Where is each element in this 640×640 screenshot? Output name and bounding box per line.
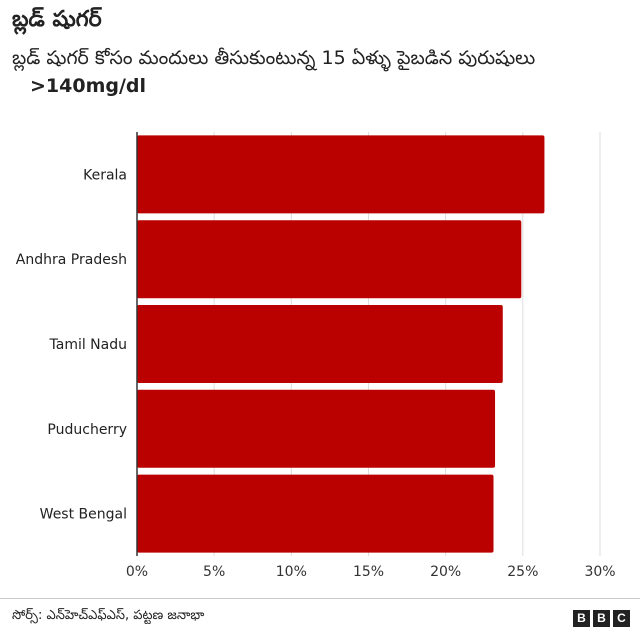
bar-chart: Kerala Andhra Pradesh Tamil Nadu Puducherry…	[16, 132, 616, 580]
bbc-logo: B B C	[573, 610, 630, 627]
x-tick-label: 5%	[203, 564, 225, 580]
chart-subtitle: బ్లడ్ షుగర్ కోసం మందులు తీసుకుంటున్న 15 …	[12, 44, 612, 100]
x-tick-label: 30%	[584, 564, 615, 580]
x-tick-label: 20%	[430, 564, 461, 580]
x-tick-label: 15%	[353, 564, 384, 580]
subtitle-text: బ్లడ్ షుగర్ కోసం మందులు తీసుకుంటున్న 15 …	[12, 47, 536, 69]
bar	[137, 389, 496, 468]
x-tick-label: 0%	[126, 564, 148, 580]
logo-letter-c: C	[613, 610, 630, 627]
source-note: సోర్స్: ఎన్‌హెచ్ఎఫ్ఎస్, పట్టణ జనాభా	[12, 608, 205, 623]
x-tick-label: 25%	[507, 564, 538, 580]
x-axis-ticks: 0% 5% 10% 15% 20% 25% 30%	[126, 564, 616, 580]
bar	[137, 474, 494, 553]
bar	[137, 135, 545, 214]
category-label: Tamil Nadu	[49, 337, 128, 353]
category-labels: Kerala Andhra Pradesh Tamil Nadu Puducherry…	[16, 167, 127, 522]
bars	[136, 132, 545, 556]
logo-letter-b2: B	[593, 610, 610, 627]
footer-divider	[0, 598, 640, 599]
x-tick-label: 10%	[276, 564, 307, 580]
threshold-label: >140mg/dl	[30, 75, 147, 97]
category-label: West Bengal	[40, 507, 127, 523]
logo-letter-b1: B	[573, 610, 590, 627]
category-label: Puducherry	[47, 422, 127, 438]
bar	[137, 305, 503, 383]
bar	[137, 220, 522, 299]
category-label: Kerala	[83, 167, 127, 183]
category-label: Andhra Pradesh	[16, 252, 127, 268]
chart-title: బ్లడ్ షుగర్	[12, 7, 102, 32]
